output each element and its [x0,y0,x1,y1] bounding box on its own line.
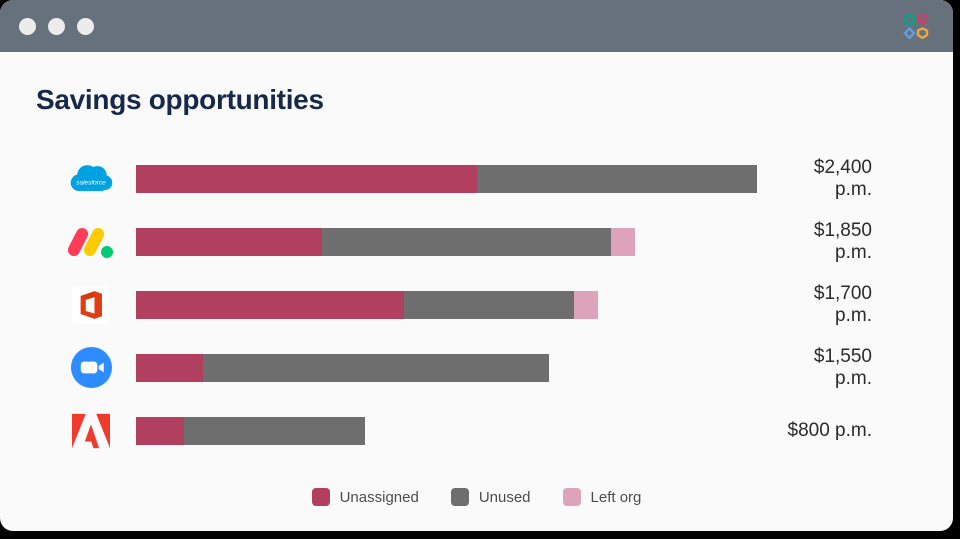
microsoft-office-logo-icon [66,285,116,324]
monday-logo-icon [66,222,116,262]
bar-value-label: $1,850 p.m. [813,219,872,263]
salesforce-logo-icon: salesforce [66,161,116,197]
window-button[interactable] [77,17,94,35]
savings-chart: salesforce $2,400 p.m. [0,147,953,462]
chart-row-adobe: $800 p.m. [0,399,953,462]
bar-value-label: $800 p.m. [787,419,873,441]
svg-text:salesforce: salesforce [76,179,106,186]
bar-value-label: $1,550 p.m. [813,345,872,389]
browser-window-mockup: Savings opportunities salesforce [0,0,953,531]
bar-segment-unused [322,227,611,256]
legend-item-unassigned: Unassigned [311,488,419,506]
bar-segment-left-org [611,227,635,256]
legend-swatch-left-org [562,488,581,506]
adobe-logo-icon [66,412,116,450]
window-button[interactable] [19,17,36,35]
stacked-bar [136,164,776,193]
bar-segment-unassigned [136,227,322,256]
bar-segment-unused [404,290,574,319]
bar-segment-left-org [574,290,598,319]
legend-swatch-unassigned [311,488,330,506]
bar-value-label: $2,400 p.m. [813,156,872,200]
chart-row-zoom: $1,550 p.m. [0,336,953,399]
legend-swatch-unused [450,488,469,506]
stacked-bar [136,227,776,256]
window-titlebar [0,0,953,52]
bar-segment-unassigned [136,353,203,382]
chart-row-monday: $1,850 p.m. [0,210,953,273]
stacked-bar [136,290,776,319]
bar-segment-unused [477,164,757,193]
window-button[interactable] [48,17,65,35]
bar-segment-unassigned [136,164,477,193]
chart-legend: Unassigned Unused Left org [0,488,953,506]
legend-label: Unassigned [339,488,419,506]
legend-item-left-org: Left org [562,488,642,506]
bar-segment-unassigned [136,290,404,319]
chart-row-office: $1,700 p.m. [0,273,953,336]
stacked-bar [136,353,776,382]
bar-segment-unused [184,416,365,445]
chart-row-salesforce: salesforce $2,400 p.m. [0,147,953,210]
bar-segment-unused [203,353,549,382]
window-controls [19,17,94,35]
legend-label: Unused [478,488,531,506]
torii-logo-icon [903,13,929,39]
bar-value-label: $1,700 p.m. [813,282,872,326]
bar-segment-unassigned [136,416,184,445]
legend-label: Left org [590,488,642,506]
zoom-logo-icon [66,346,116,389]
legend-item-unused: Unused [450,488,531,506]
stacked-bar [136,416,776,445]
page-title: Savings opportunities [36,84,324,115]
